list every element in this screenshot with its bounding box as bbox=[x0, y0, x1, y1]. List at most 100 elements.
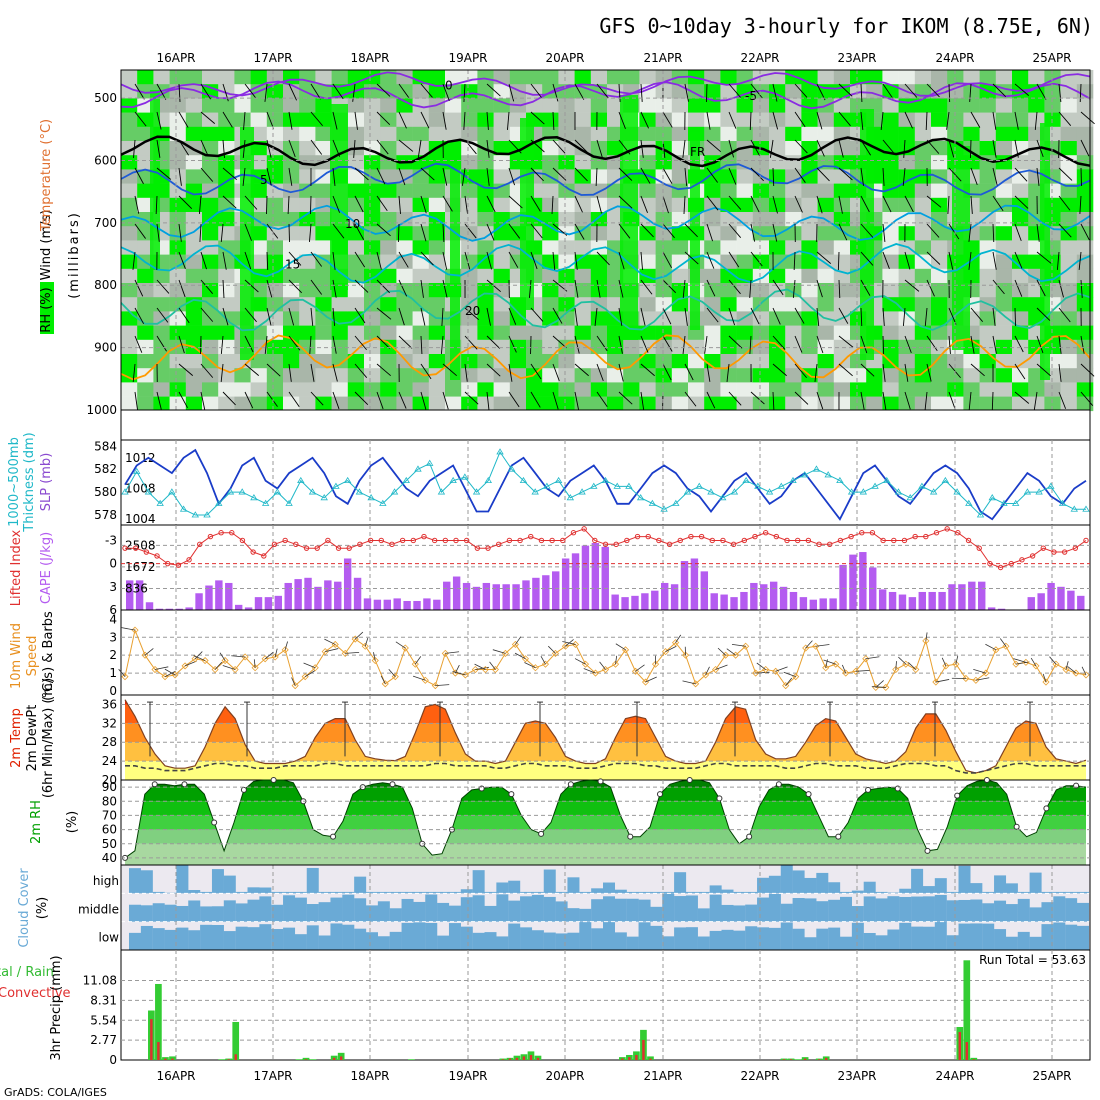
cape-bar bbox=[423, 598, 431, 610]
thickness-marker bbox=[672, 499, 680, 506]
rh-cell bbox=[979, 354, 997, 369]
wind-barb bbox=[618, 167, 633, 181]
rh-cell bbox=[509, 396, 527, 412]
rh-cell bbox=[315, 112, 332, 128]
rh-cell bbox=[898, 98, 916, 113]
lifted-index-marker bbox=[485, 545, 491, 551]
rh-marker bbox=[330, 833, 337, 840]
rh-cell bbox=[1060, 339, 1078, 355]
cape-bar bbox=[334, 581, 342, 610]
rh-cell bbox=[266, 112, 284, 128]
rh-cell bbox=[590, 339, 608, 355]
wind-speed-marker bbox=[141, 651, 149, 659]
wind-barb bbox=[618, 391, 633, 405]
wind-barb-10m bbox=[489, 661, 496, 670]
wind-barb bbox=[704, 335, 708, 354]
rh-cell bbox=[882, 339, 899, 355]
rh-cell bbox=[995, 325, 1013, 341]
cloud-cell bbox=[614, 898, 627, 922]
rh-cell bbox=[218, 240, 235, 255]
rh-cell bbox=[817, 112, 835, 128]
rh-cell bbox=[704, 268, 721, 284]
wind-barb bbox=[552, 307, 563, 324]
lifted-index-marker bbox=[848, 533, 854, 540]
rh-cell bbox=[736, 169, 754, 184]
cloud-cell bbox=[626, 891, 639, 894]
cape-bar bbox=[383, 599, 391, 610]
rh-cell bbox=[1076, 311, 1094, 326]
rh-cell bbox=[137, 325, 154, 341]
wind-barb bbox=[750, 83, 763, 99]
rh-cell bbox=[1012, 98, 1029, 113]
wind-barb bbox=[749, 335, 752, 354]
rh-cell bbox=[121, 254, 138, 270]
thickness-marker bbox=[754, 482, 762, 489]
rh-cell bbox=[1060, 141, 1078, 156]
wind-barb bbox=[594, 307, 598, 326]
wind-barb-10m bbox=[395, 641, 406, 649]
wind-barb bbox=[244, 223, 252, 241]
wind-barb bbox=[618, 139, 631, 155]
rh-cell bbox=[315, 396, 332, 412]
wind-barb bbox=[860, 139, 872, 156]
wind-barb-10m bbox=[925, 632, 928, 641]
rh-cell bbox=[752, 382, 770, 397]
wind-barb bbox=[156, 307, 169, 323]
wind-barb bbox=[398, 83, 410, 99]
wind-barb bbox=[310, 111, 323, 127]
wind-barb-10m bbox=[452, 671, 466, 676]
wind-barb bbox=[992, 111, 997, 130]
thickness-marker bbox=[156, 499, 164, 506]
wind-barb bbox=[749, 111, 752, 131]
wind-barb bbox=[772, 195, 778, 214]
wind-barb bbox=[266, 139, 272, 158]
wind-barb-10m bbox=[562, 641, 576, 645]
rh-cell bbox=[882, 169, 899, 184]
rh-cell bbox=[1044, 98, 1061, 113]
thickness-marker bbox=[1082, 505, 1090, 512]
cloud-cell bbox=[804, 898, 817, 922]
rh-cell bbox=[801, 325, 818, 341]
rh-cell bbox=[720, 283, 737, 298]
rh-cell bbox=[234, 396, 251, 412]
rh-cell bbox=[785, 84, 802, 99]
rh-cell bbox=[121, 268, 138, 284]
wind-barb bbox=[1034, 111, 1038, 130]
rh-cell bbox=[283, 126, 300, 142]
rh-cell bbox=[477, 212, 494, 227]
cape-bar bbox=[660, 582, 669, 610]
wind-barb-10m bbox=[345, 651, 360, 654]
rh-cell bbox=[979, 212, 997, 227]
cape-bar bbox=[264, 597, 273, 610]
rh-marker bbox=[805, 791, 812, 798]
rh-band bbox=[125, 787, 1086, 802]
rh-cell bbox=[817, 240, 835, 255]
rh-cell bbox=[266, 268, 284, 284]
cloud-cell bbox=[603, 882, 615, 894]
rh-cell bbox=[688, 396, 705, 412]
rh-cell bbox=[574, 98, 592, 113]
wind-barb bbox=[794, 111, 806, 128]
rh-cell bbox=[720, 268, 737, 284]
rh-cell bbox=[283, 226, 300, 241]
top-date-label: 25APR bbox=[1032, 51, 1071, 65]
top-date-label: 22APR bbox=[740, 51, 779, 65]
wind-barb bbox=[925, 111, 928, 131]
cape-bar bbox=[859, 552, 867, 610]
rh-cell bbox=[169, 354, 187, 369]
rh-cell bbox=[283, 141, 300, 156]
rh-cell bbox=[331, 382, 349, 397]
thickness-line bbox=[124, 450, 1086, 516]
cape-bar bbox=[601, 546, 609, 610]
rh-cell bbox=[833, 368, 851, 383]
lifted-index-marker bbox=[602, 541, 609, 548]
wind-barb bbox=[156, 391, 162, 410]
wind-speed-marker bbox=[611, 660, 620, 668]
cloud-cell bbox=[223, 875, 236, 894]
rh-cell bbox=[590, 112, 608, 128]
wind-barb bbox=[948, 139, 955, 158]
rh-cell bbox=[817, 382, 835, 397]
rh-cell bbox=[769, 141, 786, 156]
rh-cell bbox=[817, 126, 835, 142]
rh-cell bbox=[639, 354, 656, 369]
